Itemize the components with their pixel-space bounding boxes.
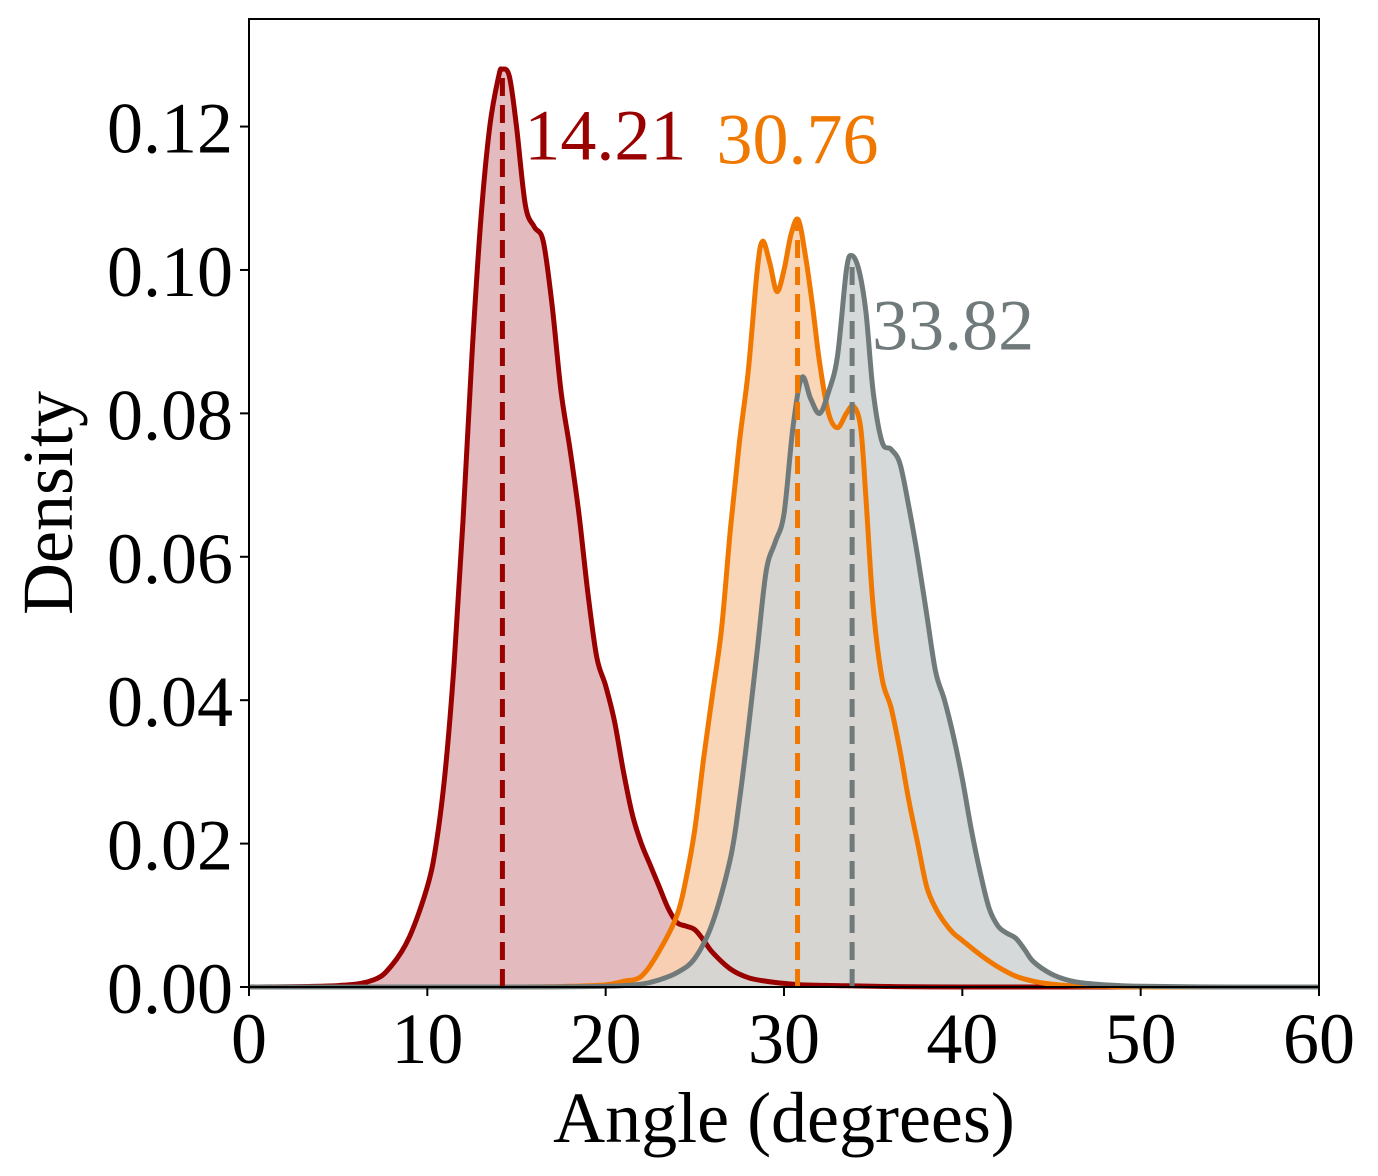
density-fill-3 [249, 255, 1319, 988]
median-label-2: 30.76 [717, 99, 879, 179]
x-tick-label-4: 40 [926, 999, 998, 1079]
x-tick-label-5: 50 [1105, 999, 1177, 1079]
density-lines [248, 66, 1319, 990]
y-tick-label-2: 0.04 [107, 662, 233, 742]
y-tick-label-0: 0.00 [107, 949, 233, 1029]
median-labels: 14.21 30.76 33.82 [524, 96, 1034, 366]
density-line-3 [249, 253, 1319, 990]
x-axis-title: Angle (degrees) [553, 1078, 1015, 1158]
x-tick-label-0: 0 [231, 999, 267, 1079]
y-tick-label-1: 0.02 [107, 806, 233, 886]
density-line-2 [249, 216, 1319, 990]
y-tick-label-6: 0.12 [107, 89, 233, 169]
y-tick-label-4: 0.08 [107, 375, 233, 455]
x-tick-label-6: 60 [1283, 999, 1355, 1079]
density-line-1 [248, 66, 1319, 990]
y-tick-label-5: 0.10 [107, 232, 233, 312]
x-tick-label-1: 10 [391, 999, 463, 1079]
x-tick-label-3: 30 [748, 999, 820, 1079]
y-axis-title: Density [8, 391, 88, 615]
density-fills [249, 68, 1319, 988]
y-tick-label-3: 0.06 [107, 519, 233, 599]
median-label-1: 14.21 [524, 96, 686, 176]
median-label-3: 33.82 [872, 286, 1034, 366]
x-tick-label-2: 20 [570, 999, 642, 1079]
density-fill-1 [249, 68, 1319, 988]
median-lines [499, 69, 855, 987]
axis-ticks: 0 10 20 30 40 50 60 0.00 0.02 0.04 0.06 0.08 0.10 0.1… [107, 89, 1355, 1079]
